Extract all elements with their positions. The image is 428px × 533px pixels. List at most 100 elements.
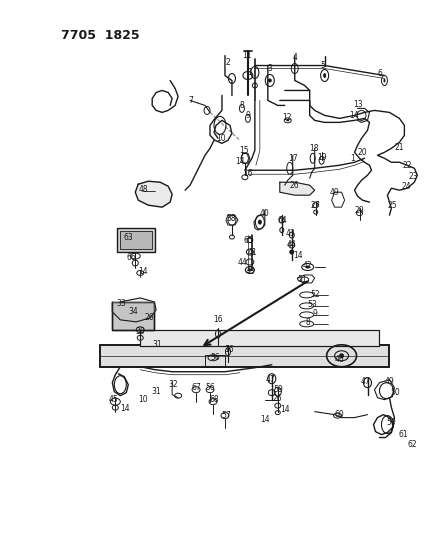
Bar: [140, 330, 380, 346]
Ellipse shape: [258, 220, 262, 224]
Text: 49: 49: [330, 188, 339, 197]
Bar: [205, 355, 225, 367]
Text: 18: 18: [309, 144, 318, 153]
Text: 33: 33: [116, 300, 126, 309]
Text: 11: 11: [242, 51, 252, 60]
Text: 27: 27: [311, 200, 321, 209]
Text: 17: 17: [288, 154, 297, 163]
Text: 48: 48: [138, 185, 148, 193]
Ellipse shape: [268, 78, 272, 83]
Text: 14: 14: [138, 268, 148, 277]
Text: 6: 6: [377, 69, 382, 78]
Text: 9: 9: [245, 111, 250, 120]
Bar: [120, 231, 152, 249]
Text: 8: 8: [305, 318, 310, 327]
Text: 24: 24: [401, 182, 411, 191]
Text: 2: 2: [226, 58, 230, 67]
Text: 42: 42: [303, 261, 312, 270]
Text: 52: 52: [310, 290, 319, 300]
Text: 61: 61: [398, 430, 408, 439]
Text: 1: 1: [350, 154, 355, 163]
Text: 19: 19: [317, 153, 327, 162]
Text: 7: 7: [189, 96, 193, 105]
Text: 68: 68: [209, 395, 219, 404]
Text: 5: 5: [320, 61, 325, 70]
Text: 16: 16: [243, 169, 253, 177]
Text: 36: 36: [210, 353, 220, 362]
Text: 10: 10: [216, 134, 226, 143]
Text: 31: 31: [152, 340, 162, 349]
Ellipse shape: [286, 119, 289, 122]
Text: 22: 22: [403, 161, 412, 170]
Text: 44: 44: [238, 257, 248, 266]
Text: 43: 43: [246, 268, 256, 277]
Text: 56: 56: [205, 383, 215, 392]
Text: 50: 50: [386, 418, 396, 427]
Text: 26: 26: [290, 181, 300, 190]
Ellipse shape: [383, 78, 386, 83]
Text: 44: 44: [287, 239, 297, 248]
Text: 9: 9: [312, 309, 317, 318]
Text: 64: 64: [278, 216, 288, 224]
Text: 45: 45: [108, 395, 118, 404]
Text: 29: 29: [355, 206, 364, 215]
Polygon shape: [280, 182, 315, 195]
Text: 53: 53: [308, 301, 318, 309]
Ellipse shape: [305, 265, 310, 269]
Text: 49: 49: [384, 377, 394, 386]
Text: 30: 30: [135, 327, 145, 336]
Text: 66: 66: [126, 253, 136, 262]
Text: 23: 23: [409, 172, 418, 181]
Text: 15: 15: [239, 146, 249, 155]
Text: 16: 16: [213, 316, 223, 325]
Text: 31: 31: [152, 387, 161, 396]
Text: 67: 67: [191, 383, 201, 392]
Text: 62: 62: [407, 440, 417, 449]
Text: 20: 20: [358, 148, 367, 157]
Text: 14: 14: [293, 251, 303, 260]
Bar: [112, 302, 154, 330]
Text: 26: 26: [273, 394, 282, 403]
Text: 41: 41: [248, 247, 258, 256]
Text: 26: 26: [144, 313, 154, 322]
Text: 40: 40: [260, 208, 270, 217]
Bar: [117, 228, 155, 252]
Text: 50: 50: [390, 388, 400, 397]
Text: 7705  1825: 7705 1825: [61, 29, 140, 42]
Text: 32: 32: [168, 380, 178, 389]
Text: 25: 25: [388, 200, 397, 209]
Text: 13: 13: [353, 100, 363, 109]
Text: 14: 14: [349, 111, 358, 120]
Text: 14: 14: [280, 405, 290, 414]
Text: 16: 16: [224, 345, 234, 354]
Text: 14: 14: [235, 157, 245, 166]
Ellipse shape: [339, 353, 344, 358]
Text: 14: 14: [260, 415, 270, 424]
Text: 60: 60: [335, 410, 345, 419]
Text: 57: 57: [221, 411, 231, 420]
Text: 4: 4: [292, 53, 297, 62]
Text: 38: 38: [226, 214, 236, 223]
Polygon shape: [112, 298, 156, 322]
Text: 1: 1: [247, 68, 252, 77]
Bar: [101, 345, 389, 367]
Text: 14: 14: [120, 404, 130, 413]
Text: 51: 51: [297, 276, 306, 285]
Text: 43: 43: [286, 229, 296, 238]
Text: 63: 63: [123, 232, 133, 241]
Bar: [140, 330, 380, 346]
Text: 3: 3: [268, 64, 272, 73]
Text: 21: 21: [395, 143, 404, 152]
Text: 47: 47: [361, 377, 370, 386]
Text: 34: 34: [128, 308, 138, 317]
Ellipse shape: [323, 73, 326, 78]
Text: 65: 65: [243, 236, 253, 245]
Ellipse shape: [248, 269, 252, 271]
Text: 47: 47: [266, 375, 276, 384]
Text: 12: 12: [282, 113, 291, 122]
Bar: [112, 302, 154, 330]
Bar: [101, 345, 389, 367]
Text: 10: 10: [138, 395, 148, 404]
Polygon shape: [135, 181, 172, 207]
Text: 8: 8: [240, 101, 244, 110]
